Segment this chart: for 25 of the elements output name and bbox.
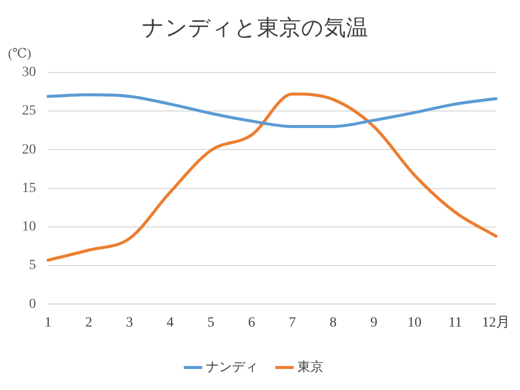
x-tick-label: 11 — [448, 315, 462, 330]
x-tick-label: 6 — [248, 315, 256, 330]
x-tick-label: 3 — [126, 315, 133, 330]
y-tick-label: 25 — [22, 104, 36, 119]
legend-label: 東京 — [298, 358, 324, 374]
y-tick-label: 30 — [22, 65, 36, 80]
x-tick-label: 2 — [85, 315, 92, 330]
x-tick-label: 5 — [207, 315, 214, 330]
y-axis-title: (℃) — [8, 45, 32, 60]
x-tick-label: 12月 — [482, 315, 510, 330]
legend-label: ナンディ — [206, 358, 258, 374]
y-tick-label: 10 — [22, 220, 36, 235]
x-tick-label: 8 — [330, 315, 337, 330]
y-tick-label: 5 — [29, 258, 36, 274]
x-tick-label: 4 — [166, 315, 174, 330]
y-tick-label: 0 — [29, 296, 36, 312]
chart-title: ナンディと東京の気温 — [142, 14, 368, 40]
x-tick-label: 7 — [288, 315, 296, 330]
y-tick-label: 15 — [22, 180, 36, 196]
line-series — [46, 92, 498, 262]
line-series — [46, 93, 498, 128]
y-tick-label: 20 — [22, 142, 36, 158]
x-tick-label: 1 — [44, 315, 52, 330]
x-tick-label: 10 — [408, 315, 422, 330]
x-tick-label: 9 — [370, 315, 378, 330]
